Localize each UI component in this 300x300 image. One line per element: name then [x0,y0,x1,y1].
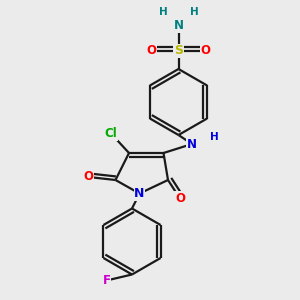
Text: O: O [83,170,94,184]
Text: N: N [134,187,145,200]
Text: F: F [103,274,110,287]
Text: N: N [173,19,184,32]
Text: O: O [175,192,185,205]
Text: O: O [200,44,211,58]
Text: H: H [159,7,168,17]
Text: H: H [210,131,219,142]
Text: O: O [146,44,157,58]
Text: H: H [190,7,199,17]
Text: N: N [187,137,197,151]
Text: Cl: Cl [105,127,117,140]
Text: S: S [174,44,183,58]
